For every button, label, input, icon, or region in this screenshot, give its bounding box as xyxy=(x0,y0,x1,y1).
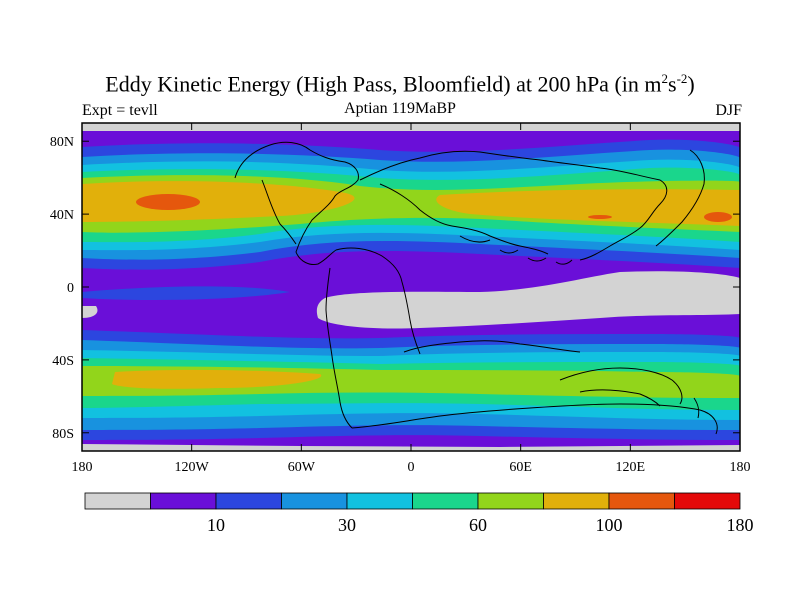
experiment-label: Expt = tevll xyxy=(82,102,158,119)
season-label: DJF xyxy=(715,102,742,119)
colorbar-label: 180 xyxy=(727,515,754,535)
lon-tick-label: 60W xyxy=(288,460,316,475)
plot-title: Eddy Kinetic Energy (High Pass, Bloomfie… xyxy=(105,71,695,97)
lon-tick-label: 180 xyxy=(730,460,751,475)
lat-tick-label: 0 xyxy=(67,281,74,296)
colorbar-label: 100 xyxy=(596,515,623,535)
colorbar-box xyxy=(346,492,413,510)
ek-energy-field xyxy=(82,123,740,451)
colorbar-label: 30 xyxy=(338,515,356,535)
lat-tick-label: 80N xyxy=(50,135,74,150)
lat-tick-label: 40S xyxy=(52,354,74,369)
colorbar-box xyxy=(281,492,348,510)
colorbar-box xyxy=(477,492,544,510)
lat-tick-label: 80S xyxy=(52,427,74,442)
lat-tick-label: 40N xyxy=(50,208,74,223)
colorbar-box xyxy=(84,492,151,510)
colorbar-box xyxy=(608,492,675,510)
axis-ticks: 80N 40N 0 40S 80S 180 120W 60W 0 60E 120E 180 xyxy=(50,123,751,475)
colorbar-box xyxy=(412,492,479,510)
coastlines xyxy=(234,141,718,435)
colorbar-label: 10 xyxy=(207,515,225,535)
eq-blue-west xyxy=(82,286,290,300)
nh-max-east xyxy=(704,212,732,222)
sh-band-orange xyxy=(112,369,322,389)
nh-band-orange-west xyxy=(82,181,355,222)
lon-tick-label: 0 xyxy=(408,460,415,475)
period-label: Aptian 119MaBP xyxy=(344,100,456,117)
colorbar-box xyxy=(150,492,217,510)
lon-tick-label: 180 xyxy=(72,460,93,475)
lon-tick-label: 120W xyxy=(175,460,210,475)
lon-tick-label: 60E xyxy=(509,460,532,475)
colorbar: 10 30 60 100 180 xyxy=(84,492,754,535)
nh-max-pacific xyxy=(136,194,200,210)
colorbar-box xyxy=(543,492,610,510)
lon-tick-label: 120E xyxy=(616,460,646,475)
eq-gray-main xyxy=(316,271,740,329)
colorbar-box xyxy=(674,492,741,510)
eq-gray-west xyxy=(82,306,98,318)
nh-max-small xyxy=(588,215,612,219)
colorbar-box xyxy=(215,492,282,510)
colorbar-label: 60 xyxy=(469,515,487,535)
